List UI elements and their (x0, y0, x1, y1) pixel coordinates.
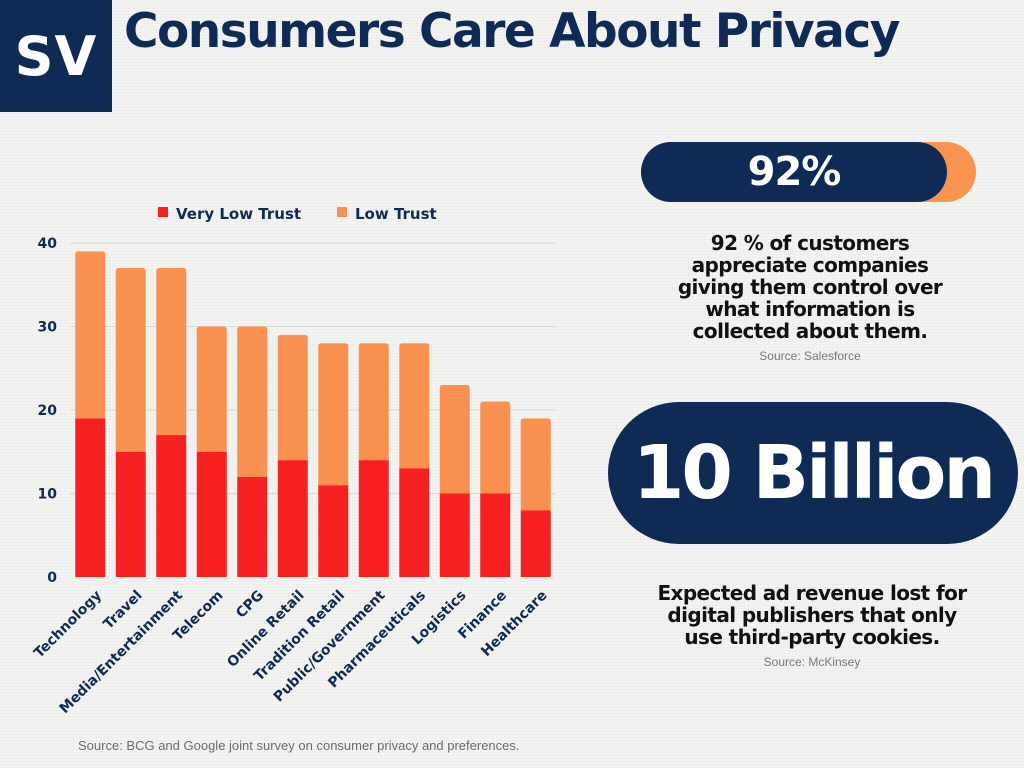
y-tick-label: 10 (38, 487, 58, 503)
stat-92-line: appreciate companies (691, 253, 929, 277)
stat-92-value: 92% (747, 149, 842, 195)
x-tick-label: Technology (31, 588, 105, 662)
stat-92-badge: 92% (641, 142, 947, 202)
stat-10b-line: digital publishers that only (667, 603, 957, 627)
bar-segment (399, 343, 430, 469)
bar-segment (318, 343, 349, 486)
trust-chart: 010203040TechnologyTravelMedia/Entertain… (31, 205, 556, 717)
stat-10b-badge: 10 Billion (608, 402, 1018, 544)
stat-92-pill: 92% (641, 142, 976, 202)
stat-10b-line: use third-party cookies. (684, 625, 940, 649)
bar-segment (156, 268, 187, 436)
bar-segment (520, 418, 551, 511)
bar-segment (480, 493, 511, 577)
bar-segment (480, 401, 511, 494)
stat-92-description: 92 % of customers appreciate companies g… (640, 232, 980, 342)
legend-swatch (158, 207, 168, 217)
bar-segment (156, 435, 187, 577)
bar-segment (196, 326, 227, 452)
bar-segment (115, 451, 146, 577)
stat-92-line: what information is (705, 297, 915, 321)
bar-segment (520, 510, 551, 577)
bar-segment (237, 326, 268, 477)
stat-92-line: giving them control over (677, 275, 943, 299)
logo: SV (0, 0, 112, 112)
stat-10b-description: Expected ad revenue lost for digital pub… (612, 582, 1012, 648)
stat-92-line: 92 % of customers (710, 231, 910, 255)
bar-segment (399, 468, 430, 577)
bar-segment (115, 268, 146, 452)
legend-swatch (337, 207, 347, 217)
bar-segment (277, 334, 308, 461)
stat-10b-value: 10 Billion (632, 430, 996, 516)
bar-segment (75, 251, 106, 419)
y-tick-label: 40 (38, 236, 58, 252)
y-tick-label: 0 (47, 570, 57, 586)
legend-label: Very Low Trust (176, 205, 301, 223)
page-title: Consumers Care About Privacy (124, 4, 900, 59)
y-tick-label: 30 (38, 320, 58, 336)
bar-segment (75, 418, 106, 577)
bar-segment (237, 476, 268, 577)
legend-label: Low Trust (355, 205, 437, 223)
bar-segment (439, 384, 470, 494)
bar-segment (439, 493, 470, 577)
chart-source: Source: BCG and Google joint survey on c… (78, 738, 520, 753)
stat-10b-source: Source: McKinsey (763, 655, 861, 669)
bar-segment (358, 343, 389, 461)
bar-segment (277, 460, 308, 577)
stat-92-line: collected about them. (692, 319, 928, 343)
x-tick-label: CPG (233, 588, 267, 622)
bar-segment (358, 460, 389, 577)
logo-text: SV (14, 24, 98, 88)
bar-segment (196, 451, 227, 577)
bar-segment (318, 485, 349, 577)
stat-92-source: Source: Salesforce (759, 349, 861, 363)
y-tick-label: 20 (38, 403, 58, 419)
stat-10b-line: Expected ad revenue lost for (657, 581, 967, 605)
